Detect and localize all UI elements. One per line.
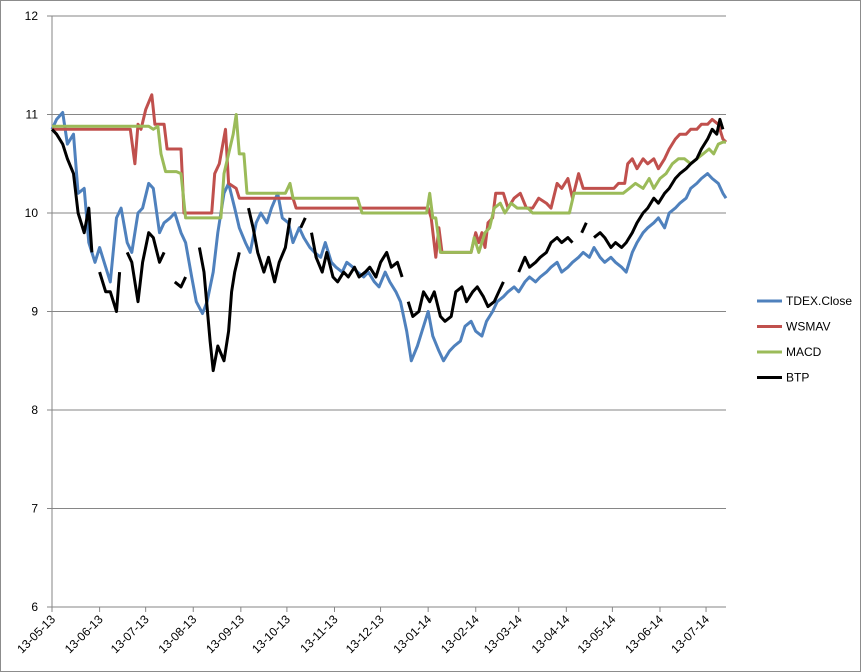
series-line-btp (173, 276, 187, 289)
series-line-btp (125, 231, 166, 304)
x-tick-label: 13-06-14 (622, 612, 666, 656)
legend-label-macd: MACD (786, 345, 822, 359)
series-line-btp (406, 281, 505, 323)
series-line-btp (310, 232, 404, 284)
series-line-btp (50, 128, 94, 253)
x-tick-label: 13-10-13 (249, 612, 293, 656)
x-tick-label: 13-07-14 (668, 612, 712, 656)
series-line-btp (580, 222, 588, 234)
y-tick-label: 12 (25, 9, 39, 23)
series-line-btp (247, 207, 292, 284)
series-line-macd (52, 113, 726, 254)
x-tick-label: 13-11-13 (297, 612, 340, 655)
series-line-btp (299, 217, 307, 229)
y-tick-label: 10 (25, 206, 39, 220)
series-line-btp (98, 271, 122, 313)
axes (47, 15, 726, 612)
y-tick-label: 6 (31, 600, 38, 614)
x-tick-label: 13-09-13 (203, 612, 247, 656)
series-line-btp (197, 247, 241, 373)
gridlines (52, 15, 726, 509)
legend-label-tdex-close: TDEX.Close (786, 294, 852, 308)
series-line-wsmav (52, 93, 728, 259)
legend: TDEX.Close WSMAV MACD BTP (757, 294, 852, 385)
y-tick-label: 7 (31, 502, 38, 516)
legend-label-wsmav: WSMAV (786, 320, 830, 334)
x-tick-labels: 13-05-13 13-06-13 13-07-13 13-08-13 13-09-13… (14, 612, 712, 656)
y-tick-label: 11 (26, 108, 39, 122)
x-tick-label: 13-05-13 (14, 612, 58, 656)
x-tick-label: 13-06-13 (62, 612, 106, 656)
y-tick-label: 8 (31, 403, 38, 417)
x-tick-label: 13-05-14 (575, 612, 619, 656)
x-tick-label: 13-02-14 (438, 612, 482, 656)
series-lines (50, 93, 728, 373)
x-tick-label: 13-01-14 (390, 612, 434, 656)
series-line-tdex-close (50, 111, 728, 363)
legend-label-btp: BTP (786, 371, 809, 385)
series-line-btp (517, 236, 574, 273)
series-line-btp (593, 117, 725, 249)
y-tick-label: 9 (31, 305, 38, 319)
x-tick-label: 13-04-14 (529, 612, 573, 656)
x-tick-label: 13-08-13 (155, 612, 199, 656)
x-tick-label: 13-12-13 (343, 612, 387, 656)
x-tick-label: 13-03-14 (481, 612, 525, 656)
y-tick-labels: 6 7 8 9 10 11 12 (25, 9, 39, 614)
x-tick-label: 13-07-13 (108, 612, 152, 656)
